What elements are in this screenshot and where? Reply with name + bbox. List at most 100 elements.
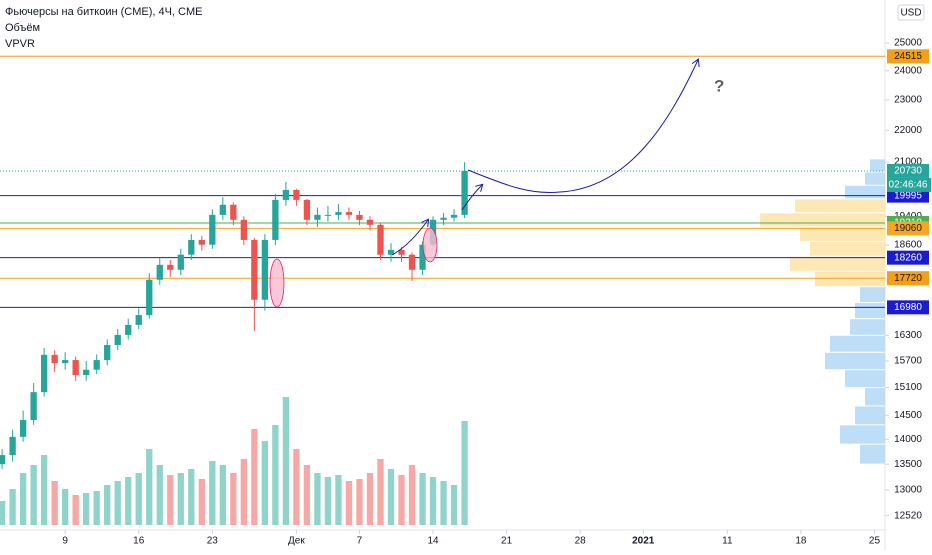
- volume-bar: [356, 479, 363, 525]
- arrow: [467, 60, 698, 194]
- y-tick-label: 18600: [894, 240, 922, 251]
- volume-bar: [251, 429, 258, 525]
- volume-bar: [450, 485, 458, 525]
- candle-body: [167, 264, 174, 270]
- volume-bar: [429, 477, 437, 525]
- volume-bar: [293, 449, 300, 525]
- candle-body: [303, 199, 311, 220]
- y-tick-label: 13500: [894, 459, 922, 470]
- vpvr-bar: [860, 444, 885, 464]
- plot-area: [0, 55, 885, 525]
- volume-bar: [62, 489, 69, 525]
- volume-bar: [209, 461, 216, 525]
- vpvr-bar: [795, 199, 885, 213]
- volume-bar: [261, 441, 269, 525]
- volume-bar: [387, 469, 395, 525]
- volume-bar: [419, 473, 426, 525]
- level-label-box: [887, 49, 929, 64]
- vpvr-bar: [845, 370, 885, 388]
- volume-bar: [177, 473, 184, 525]
- candle-body: [62, 360, 69, 364]
- candle-body: [335, 212, 342, 215]
- y-tick-label: 25000: [894, 38, 922, 49]
- y-tick-label: 15100: [894, 382, 922, 393]
- y-tick-label: 14500: [894, 410, 922, 421]
- y-tick-label: 13000: [894, 485, 922, 496]
- highlight-ellipse: [422, 227, 438, 263]
- vpvr-bar: [830, 335, 885, 352]
- candle-body: [104, 345, 111, 361]
- x-tick-label: 18: [795, 536, 807, 547]
- level-label: 19995: [894, 190, 922, 201]
- candle-body: [398, 249, 405, 255]
- countdown-label: 02:46:46: [889, 180, 928, 191]
- x-tick-label: 11: [722, 536, 733, 547]
- candle-body: [125, 324, 132, 335]
- candle-body: [188, 239, 195, 255]
- chart-title: Фьючерсы на биткоин (CME), 4Ч, CME: [5, 6, 202, 18]
- volume-bar: [93, 491, 100, 525]
- currency-button[interactable]: [897, 4, 925, 21]
- candle-body: [30, 392, 37, 421]
- candle-body: [450, 214, 458, 218]
- vpvr-bar: [850, 319, 885, 335]
- candle-body: [72, 360, 79, 376]
- level-label-box: [887, 188, 929, 203]
- volume-bar: [40, 455, 48, 525]
- level-label-box: [887, 300, 929, 315]
- volume-bar: [314, 473, 321, 525]
- volume-bar: [30, 465, 37, 525]
- vpvr-bar: [865, 388, 885, 406]
- x-tick-label: Дек: [288, 536, 305, 547]
- candle-body: [461, 170, 468, 215]
- candle-body: [0, 455, 6, 465]
- last-price-label: 20730: [894, 166, 922, 177]
- candle-body: [146, 279, 153, 316]
- volume-bar: [83, 493, 90, 525]
- candle-body: [261, 239, 269, 300]
- x-tick-label: 25: [869, 536, 881, 547]
- arrow: [391, 220, 428, 256]
- volume-bar: [125, 477, 132, 525]
- volume-bar: [114, 481, 121, 525]
- candle-body: [230, 204, 237, 220]
- level-label-box: [887, 271, 929, 286]
- y-tick-label: 12520: [894, 510, 922, 521]
- y-tick-label: 22000: [894, 125, 922, 136]
- candle-body: [440, 217, 447, 220]
- y-tick-label: 23000: [894, 95, 922, 106]
- indicator-label: VPVR: [5, 38, 35, 50]
- x-tick-label: 9: [62, 536, 68, 547]
- vpvr-bar: [865, 172, 885, 185]
- candle-body: [419, 244, 426, 270]
- candle-body: [251, 239, 258, 300]
- currency[interactable]: USD: [900, 8, 921, 19]
- vpvr-bar: [800, 227, 885, 241]
- volume-bar: [366, 473, 374, 525]
- vpvr-bar: [860, 287, 885, 303]
- vpvr-bar: [870, 159, 885, 172]
- candle-body: [209, 214, 216, 245]
- volume-bar: [440, 481, 447, 525]
- volume-bar: [408, 465, 416, 525]
- candle-body: [83, 369, 90, 376]
- volume-bar: [398, 475, 405, 525]
- volume-bar: [146, 449, 153, 525]
- vpvr-bar: [855, 303, 885, 319]
- candle-body: [19, 420, 27, 437]
- candle-body: [51, 354, 58, 364]
- candle-body: [219, 204, 226, 215]
- vpvr-bar: [815, 271, 885, 287]
- volume-bar: [282, 397, 290, 525]
- last-price-box: [887, 163, 929, 178]
- candle-body: [240, 219, 248, 240]
- volume-bar: [272, 425, 279, 525]
- level-label: 19060: [894, 223, 922, 234]
- vpvr-bar: [845, 185, 885, 199]
- x-tick-label: 7: [357, 536, 363, 547]
- vpvr-bar: [825, 352, 885, 370]
- volume-bar: [377, 459, 384, 525]
- countdown-box: [887, 177, 931, 192]
